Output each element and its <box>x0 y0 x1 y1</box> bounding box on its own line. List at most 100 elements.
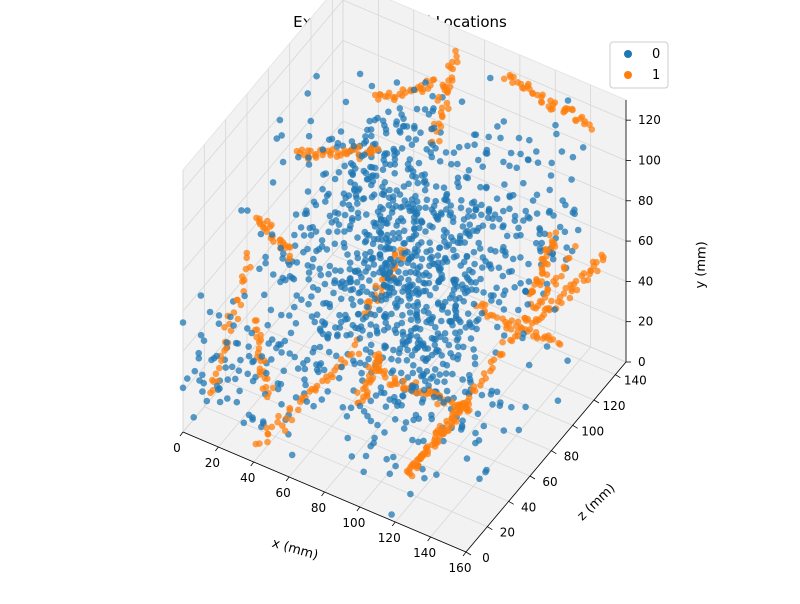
data-point-series-0 <box>361 151 368 158</box>
data-point-series-0 <box>224 376 232 383</box>
data-point-series-0 <box>382 129 390 137</box>
data-point-series-0 <box>476 475 483 483</box>
data-point-series-1 <box>590 262 598 270</box>
data-point-series-0 <box>500 207 507 215</box>
data-point-series-0 <box>237 356 244 364</box>
data-point-series-0 <box>509 255 517 263</box>
data-point-series-1 <box>282 244 289 252</box>
data-point-series-0 <box>390 453 397 461</box>
data-point-series-1 <box>218 357 225 365</box>
data-point-series-0 <box>462 324 470 331</box>
data-point-series-0 <box>395 357 402 364</box>
data-point-series-0 <box>315 368 322 376</box>
data-point-series-0 <box>479 163 487 170</box>
grid-line <box>225 380 509 502</box>
data-point-series-1 <box>413 389 420 397</box>
data-point-series-1 <box>539 335 547 342</box>
data-point-series-1 <box>354 389 361 396</box>
data-point-series-0 <box>309 223 317 231</box>
data-point-series-0 <box>336 280 344 287</box>
data-point-series-1 <box>351 341 359 349</box>
data-point-series-0 <box>291 353 299 361</box>
data-point-series-1 <box>572 243 579 250</box>
data-point-series-0 <box>513 232 520 240</box>
data-point-series-0 <box>443 192 450 199</box>
data-point-series-0 <box>323 246 331 253</box>
data-point-series-1 <box>308 385 316 393</box>
data-point-series-0 <box>554 397 562 405</box>
x-tick-label: 160 <box>449 561 472 575</box>
data-point-series-0 <box>406 156 414 163</box>
data-point-series-0 <box>351 268 359 276</box>
data-point-series-0 <box>574 226 582 234</box>
data-point-series-0 <box>483 466 490 474</box>
data-point-series-0 <box>487 391 495 398</box>
data-point-series-0 <box>416 366 423 374</box>
data-point-series-0 <box>334 331 341 338</box>
data-point-series-0 <box>320 366 328 374</box>
data-point-series-0 <box>437 209 445 216</box>
data-point-series-0 <box>399 311 406 319</box>
data-point-series-0 <box>475 156 482 164</box>
data-point-series-1 <box>368 376 375 384</box>
data-point-series-0 <box>330 289 337 297</box>
data-point-series-0 <box>215 320 223 328</box>
data-point-series-0 <box>440 437 447 445</box>
data-point-series-0 <box>206 308 214 316</box>
data-point-series-0 <box>499 272 507 280</box>
data-point-series-0 <box>548 159 555 167</box>
x-tick-mark <box>250 461 255 467</box>
z-tick-mark <box>551 450 557 455</box>
data-point-series-1 <box>552 281 560 288</box>
data-point-series-0 <box>422 269 430 277</box>
data-point-series-1 <box>429 76 437 84</box>
data-point-series-0 <box>441 330 449 337</box>
data-point-series-0 <box>500 158 507 166</box>
x-tick-label: 0 <box>173 441 181 455</box>
data-point-series-0 <box>524 301 531 308</box>
data-point-series-0 <box>497 134 504 142</box>
data-point-series-0 <box>380 389 388 397</box>
data-point-series-0 <box>337 318 345 326</box>
data-point-series-0 <box>313 311 321 319</box>
data-point-series-1 <box>529 90 537 97</box>
data-point-series-1 <box>448 414 456 422</box>
data-point-series-0 <box>493 388 501 396</box>
data-point-series-1 <box>227 327 235 335</box>
data-point-series-0 <box>472 203 480 211</box>
data-point-series-1 <box>555 339 562 347</box>
data-point-series-0 <box>398 111 405 118</box>
data-point-series-0 <box>541 230 548 238</box>
data-point-series-0 <box>482 184 490 192</box>
data-point-series-0 <box>431 341 439 349</box>
data-point-series-0 <box>506 205 513 213</box>
data-point-series-0 <box>412 136 420 143</box>
data-point-series-0 <box>436 244 443 252</box>
data-point-series-0 <box>536 245 544 252</box>
data-point-series-0 <box>319 146 327 153</box>
data-point-series-1 <box>341 149 348 157</box>
data-point-series-0 <box>436 158 444 165</box>
data-point-series-0 <box>352 324 359 332</box>
x-tick-mark <box>321 491 325 497</box>
data-point-series-1 <box>503 321 511 329</box>
data-point-series-0 <box>404 346 411 354</box>
data-point-series-0 <box>291 303 298 311</box>
data-point-series-1 <box>454 58 461 66</box>
data-point-series-0 <box>376 306 383 314</box>
data-point-series-0 <box>415 276 423 284</box>
data-point-series-1 <box>221 324 228 331</box>
data-point-series-1 <box>588 126 596 133</box>
data-point-series-1 <box>264 438 271 446</box>
data-point-series-0 <box>264 321 272 329</box>
data-point-series-0 <box>487 74 494 82</box>
data-point-series-0 <box>241 292 248 300</box>
data-point-series-0 <box>551 306 558 313</box>
data-point-series-1 <box>424 85 432 92</box>
data-point-series-0 <box>397 369 405 377</box>
data-point-series-0 <box>386 268 394 276</box>
data-point-series-1 <box>436 137 443 145</box>
data-point-series-1 <box>253 326 261 334</box>
data-point-series-0 <box>364 126 371 134</box>
data-point-series-0 <box>339 200 347 207</box>
